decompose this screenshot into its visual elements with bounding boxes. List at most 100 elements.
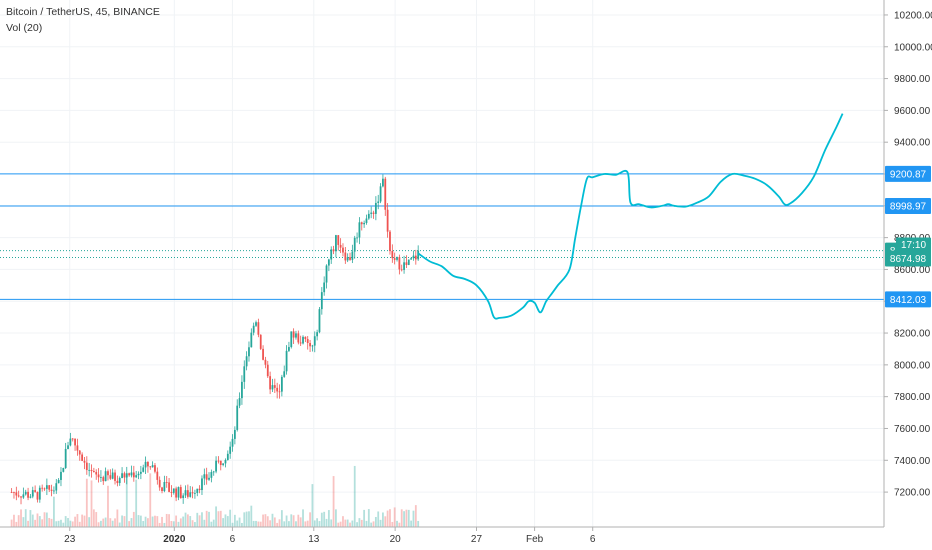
candle-body	[137, 473, 140, 476]
candle-body	[236, 405, 239, 430]
candle-body	[182, 495, 185, 499]
candle-body	[111, 472, 114, 479]
candle-body	[309, 343, 311, 347]
candle-body	[53, 490, 55, 492]
candle-body	[377, 201, 380, 203]
volume-bar	[335, 509, 337, 527]
candle-body	[81, 454, 84, 461]
volume-bar	[367, 509, 370, 527]
candle-body	[184, 490, 187, 496]
candle-body	[27, 491, 29, 498]
volume-bar	[210, 521, 213, 527]
volume-bar	[205, 510, 208, 527]
candle-body	[123, 473, 126, 478]
candle-body	[215, 460, 217, 472]
candle-body	[156, 471, 159, 480]
candle-body	[161, 487, 163, 492]
volume-bar	[60, 519, 62, 527]
candle-body	[320, 292, 323, 310]
candle-body	[222, 463, 225, 465]
candle-body	[154, 465, 156, 472]
candle-body	[389, 231, 391, 252]
volume-bar	[280, 510, 283, 527]
volume-bar	[177, 521, 180, 527]
volume-bar	[184, 512, 187, 527]
volume-bar	[17, 515, 20, 527]
candle-body	[170, 491, 173, 493]
x-tick-label: 20	[390, 534, 402, 545]
candle-body	[332, 249, 335, 252]
candle-body	[233, 429, 236, 439]
candle-body	[400, 269, 403, 271]
volume-bar	[414, 505, 417, 527]
volume-bar	[393, 507, 396, 527]
candle-body	[41, 487, 44, 489]
volume-bar	[342, 516, 344, 527]
candle-body	[48, 485, 51, 490]
volume-bar	[196, 512, 199, 527]
candle-body	[360, 222, 363, 225]
volume-bar	[252, 520, 255, 527]
candle-body	[15, 492, 18, 496]
candle-body	[196, 488, 199, 493]
volume-indicator-label[interactable]: Vol (20)	[6, 22, 43, 34]
volume-bar	[283, 521, 286, 527]
volume-bar	[104, 517, 107, 527]
candle-body	[107, 471, 109, 476]
candle-body	[356, 237, 358, 239]
grid-lines	[0, 0, 884, 527]
candle-body	[262, 348, 264, 360]
volume-bar	[130, 518, 133, 527]
candle-body	[102, 477, 105, 482]
horizontal-levels[interactable]	[0, 173, 884, 300]
candle-body	[271, 385, 274, 390]
volume-bar	[327, 510, 330, 527]
volume-bar	[320, 512, 323, 527]
level-price-badge	[885, 291, 931, 308]
candle-body	[191, 492, 194, 494]
candle-body	[367, 213, 370, 219]
candle-body	[219, 460, 222, 465]
x-tick-label: 23	[64, 534, 76, 545]
symbol-title[interactable]: Bitcoin / TetherUS, 45, BINANCE	[6, 6, 160, 18]
candle-body	[306, 339, 309, 344]
y-tick-label: 9400.00	[894, 138, 931, 149]
candle-body	[212, 471, 215, 473]
candle-body	[252, 325, 255, 333]
candle-body	[410, 258, 413, 260]
volume-bar	[43, 512, 46, 527]
candle-body	[278, 391, 281, 393]
candle-body	[379, 186, 382, 202]
candle-body	[243, 366, 246, 382]
candle-body	[382, 178, 384, 187]
volume-bar	[344, 519, 347, 527]
volume-bar	[222, 518, 225, 527]
volume-bar	[139, 515, 142, 527]
volume-bar	[158, 522, 161, 527]
volume-bar	[100, 520, 102, 527]
volume-bar	[262, 514, 264, 527]
volume-bar	[386, 510, 389, 527]
volume-bar	[90, 480, 93, 527]
volume-bar	[407, 509, 410, 527]
candle-body	[299, 342, 302, 344]
candle-body	[311, 345, 314, 347]
volume-bar	[311, 484, 314, 527]
projection-path[interactable]	[417, 113, 844, 320]
candle-body	[116, 480, 119, 484]
candle-body	[179, 487, 182, 499]
candle-body	[283, 371, 286, 377]
candle-body	[374, 202, 377, 214]
candle-body	[325, 265, 328, 283]
volume-bar	[273, 517, 276, 527]
candle-body	[417, 250, 420, 260]
candle-body	[201, 478, 203, 491]
volume-bar	[259, 521, 262, 527]
volume-bar	[313, 520, 316, 527]
volume-bar	[156, 516, 159, 527]
candle-body	[168, 482, 170, 492]
x-axis-ticks[interactable]: 23 2020 6 13 20 27 Feb 6	[64, 527, 596, 545]
y-tick-label: 7800.00	[894, 392, 931, 403]
volume-bar	[316, 518, 319, 527]
